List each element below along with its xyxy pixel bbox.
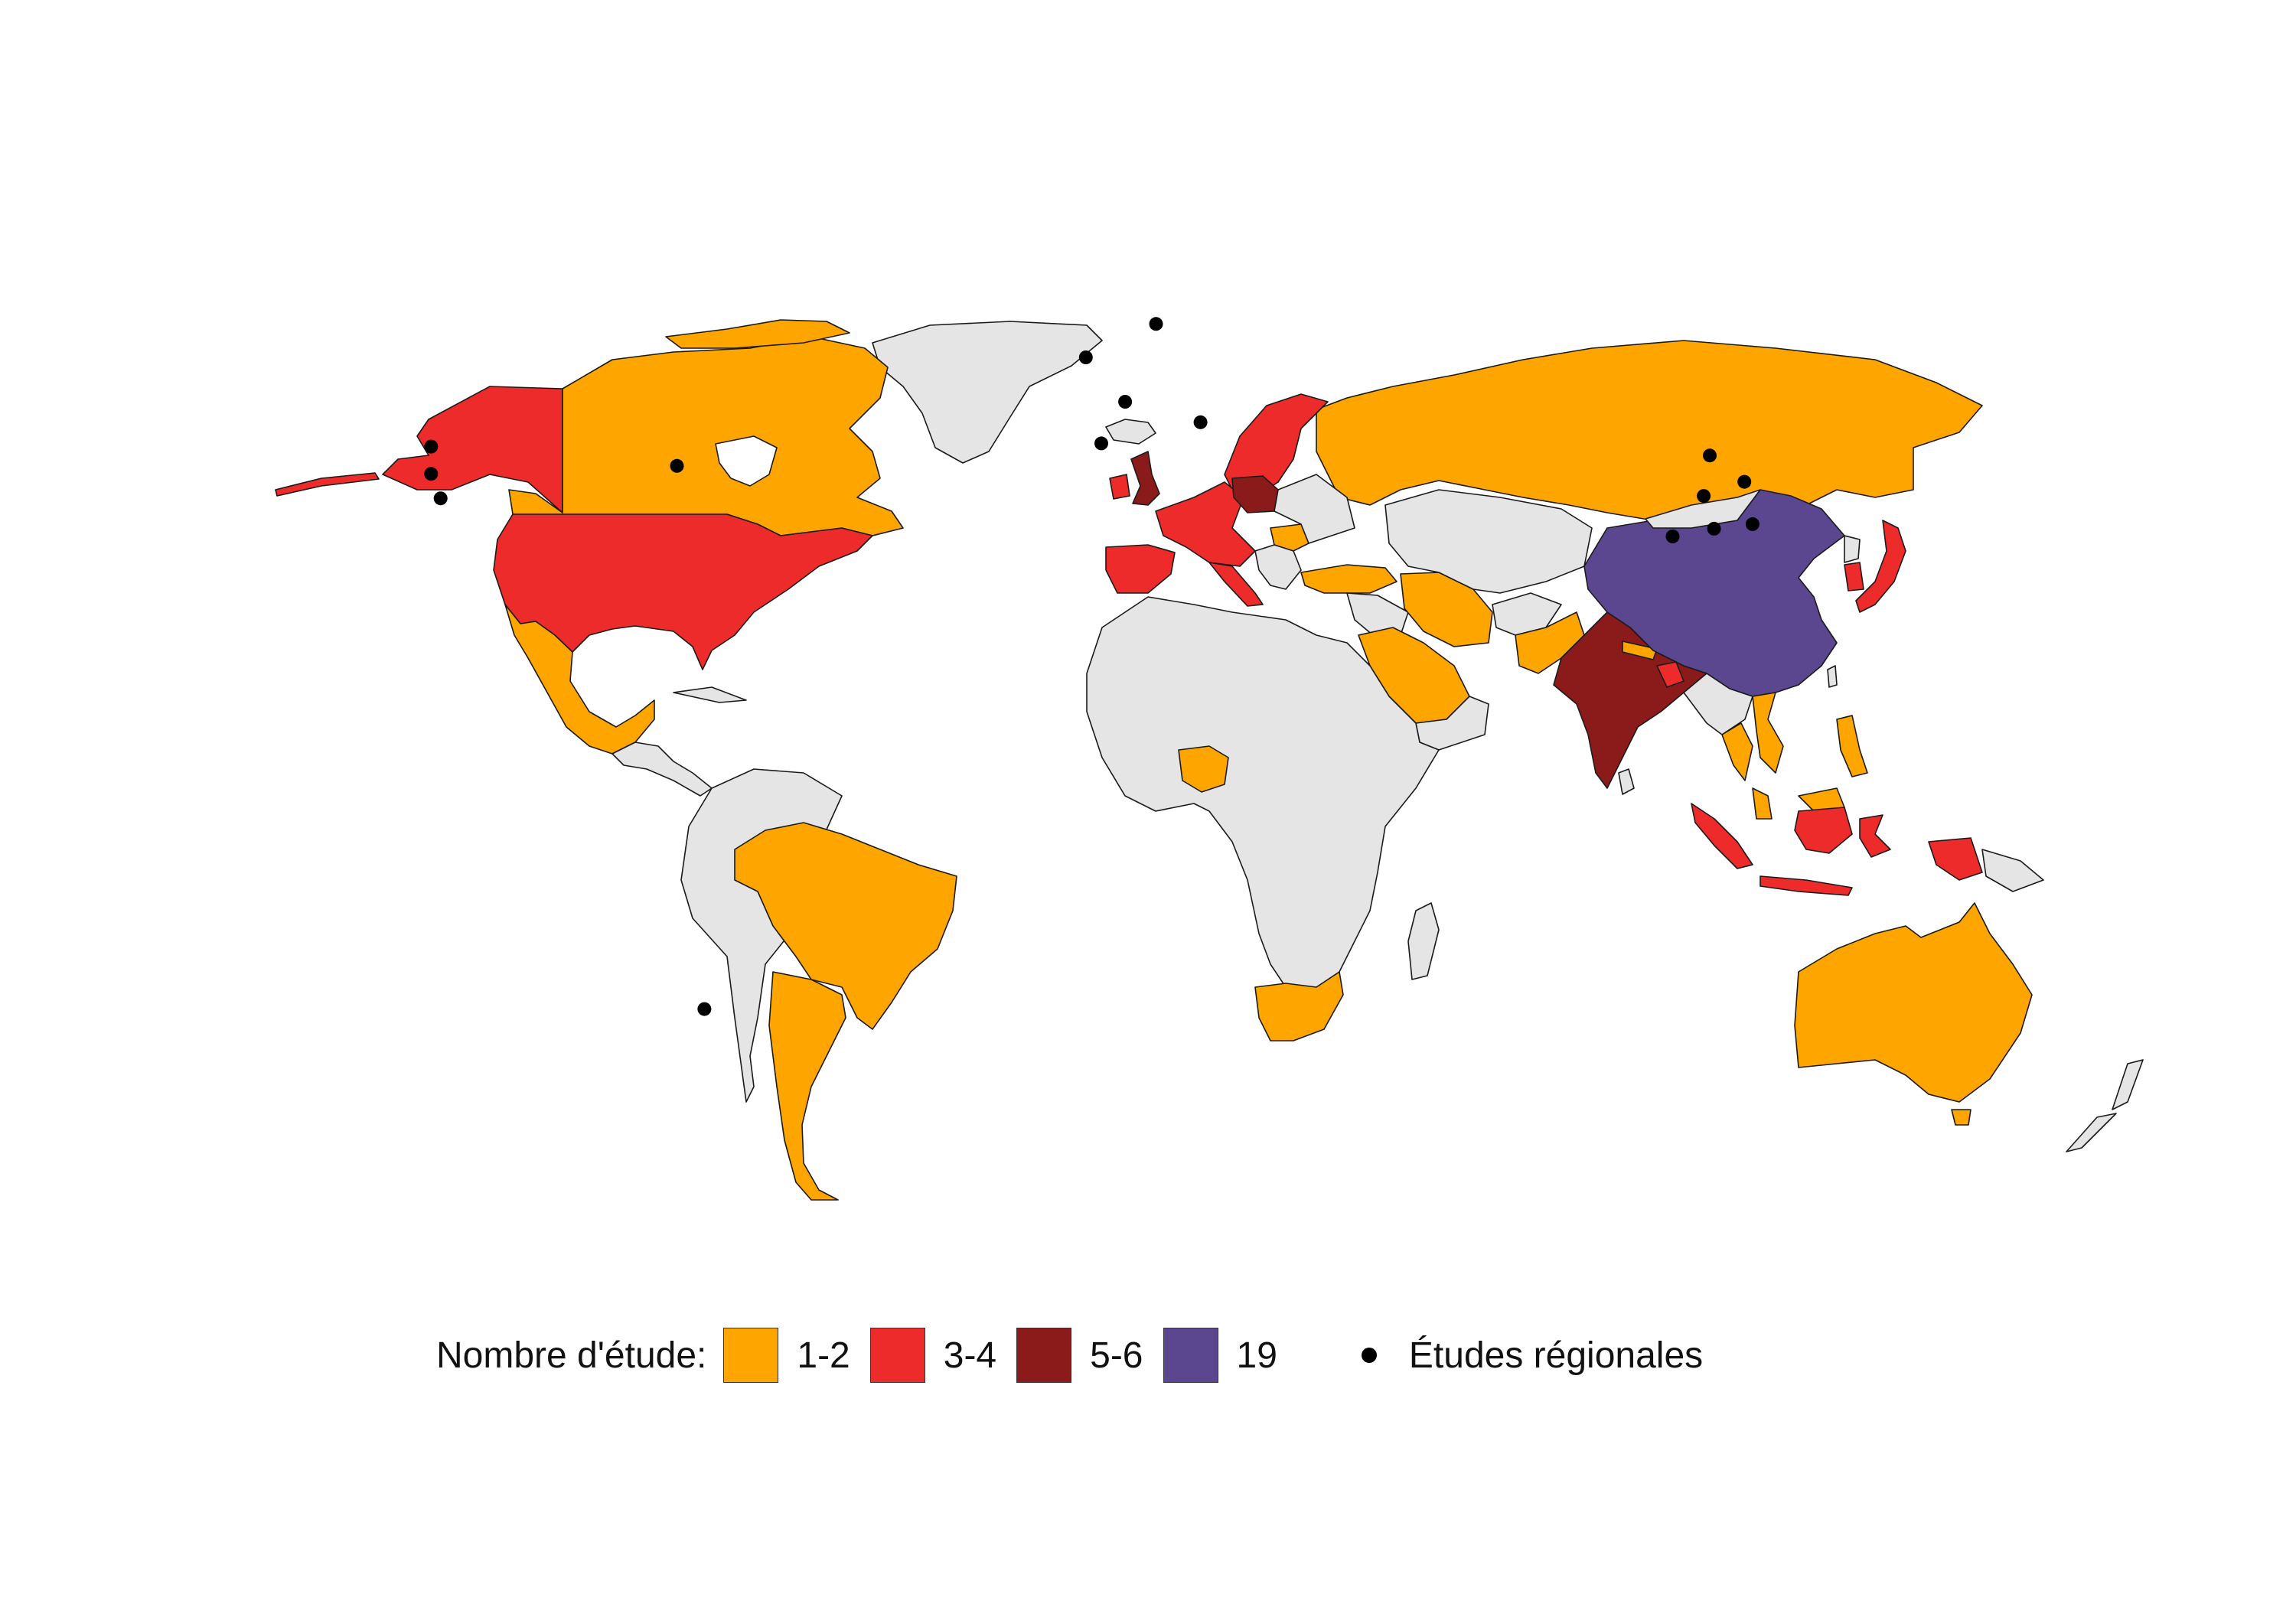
- country-russia: [1316, 340, 1983, 529]
- regional-study-point: [1697, 489, 1711, 504]
- country-nigeria: [1178, 745, 1229, 793]
- regional-study-point: [1737, 474, 1752, 489]
- regional-study-point: [1703, 448, 1717, 463]
- country-indonesia-borneo: [1794, 807, 1853, 854]
- country-argentina: [768, 971, 846, 1201]
- regional-study-point: [424, 439, 439, 454]
- country-indonesia-java: [1760, 875, 1853, 896]
- country-romania: [1270, 523, 1309, 552]
- country-mongolia: [1645, 489, 1761, 529]
- country-vietnam: [1752, 692, 1784, 774]
- regional-study-point: [1193, 415, 1208, 429]
- country-new-zealand-south: [2066, 1113, 2117, 1152]
- legend-swatch-19: [1163, 1328, 1218, 1383]
- country-italy: [1208, 562, 1264, 607]
- country-south-korea: [1844, 562, 1864, 592]
- regional-study-point: [1149, 317, 1163, 331]
- country-brazil: [734, 822, 957, 1030]
- country-tasmania: [1951, 1109, 1971, 1126]
- country-southeast-asia-other: [1683, 673, 1753, 735]
- country-canada-hudson-bay: [715, 435, 778, 487]
- country-indonesia-papua: [1928, 837, 1983, 881]
- country-iceland: [1105, 419, 1156, 445]
- country-alaska-aleutians: [275, 472, 380, 497]
- country-australia: [1794, 902, 2033, 1103]
- regional-study-point: [1078, 350, 1093, 364]
- country-madagascar: [1407, 902, 1440, 980]
- country-central-america: [612, 742, 713, 797]
- country-africa-other: [1086, 596, 1440, 996]
- legend-label-3-4: 3-4: [943, 1335, 997, 1376]
- regional-study-point: [1665, 530, 1680, 543]
- country-spain: [1105, 544, 1176, 594]
- regional-study-point: [1094, 436, 1108, 451]
- country-nepal: [1622, 641, 1658, 660]
- country-papua-new-guinea: [1981, 849, 2044, 892]
- country-canada: [508, 336, 904, 536]
- legend-title: Nombre d'étude:: [436, 1335, 707, 1376]
- country-philippines: [1836, 715, 1868, 777]
- country-greenland: [872, 321, 1103, 464]
- regional-study-point: [1707, 521, 1721, 536]
- regional-study-points: [424, 317, 1760, 1016]
- country-central-asia: [1384, 489, 1593, 594]
- country-malaysia: [1752, 787, 1773, 820]
- legend-regional-label: Études régionales: [1408, 1335, 1704, 1376]
- country-canada-islands: [665, 319, 850, 349]
- regional-study-point: [1745, 517, 1760, 531]
- country-indonesia-sulawesi: [1859, 814, 1891, 858]
- legend: Nombre d'étude: 1-2 3-4 5-6 19 Études ré…: [436, 1327, 1703, 1384]
- country-japan: [1855, 520, 1906, 613]
- country-new-zealand: [2112, 1059, 2144, 1110]
- country-mexico: [504, 604, 655, 755]
- country-thailand: [1721, 722, 1753, 781]
- legend-swatch-1-2: [723, 1328, 779, 1383]
- country-sri-lanka: [1618, 768, 1635, 795]
- country-bangladesh: [1656, 661, 1684, 688]
- country-united-kingdom: [1130, 451, 1160, 506]
- country-indonesia-sumatra: [1691, 803, 1753, 869]
- country-south-africa: [1254, 971, 1344, 1041]
- country-north-korea: [1844, 535, 1861, 563]
- regional-study-point: [424, 467, 439, 481]
- regional-study-point: [433, 491, 448, 506]
- country-balkans: [1254, 544, 1302, 590]
- map-countries: [275, 319, 2144, 1201]
- regional-study-point: [697, 1002, 712, 1016]
- country-taiwan: [1827, 665, 1838, 688]
- legend-swatch-3-4: [869, 1328, 925, 1383]
- legend-label-19: 19: [1236, 1335, 1277, 1376]
- regional-study-point: [1118, 395, 1133, 409]
- regional-study-point: [670, 458, 684, 473]
- country-cuba: [673, 686, 747, 703]
- legend-swatch-5-6: [1016, 1328, 1072, 1383]
- legend-label-1-2: 1-2: [797, 1335, 850, 1376]
- legend-label-5-6: 5-6: [1090, 1335, 1143, 1376]
- legend-regional-dot-icon: [1361, 1348, 1377, 1363]
- country-ireland: [1109, 474, 1130, 500]
- country-eastern-europe: [1274, 474, 1355, 544]
- country-turkey: [1300, 564, 1397, 594]
